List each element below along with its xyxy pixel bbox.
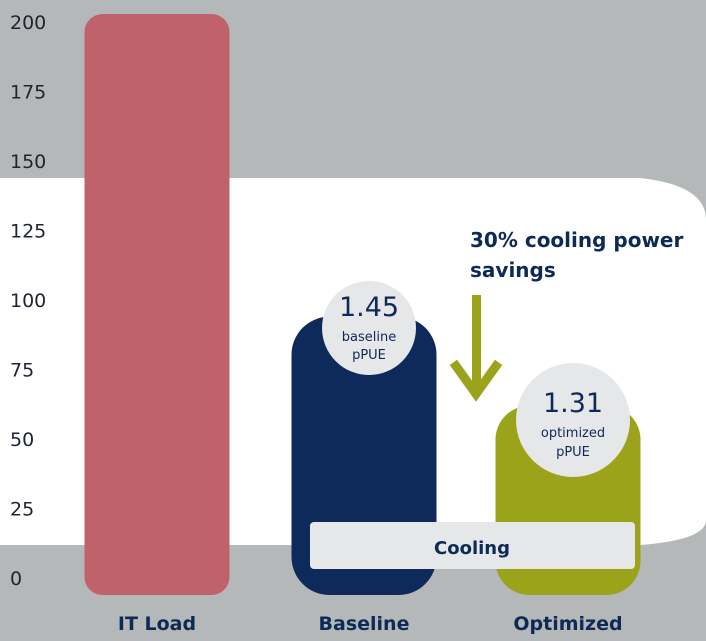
y-tick-label: 0 [10, 568, 22, 590]
baseline-pue-label-line2: pPUE [352, 348, 386, 363]
cooling-band: Cooling [310, 522, 635, 569]
y-tick-label: 50 [10, 429, 34, 451]
cooling-label: Cooling [434, 538, 510, 559]
savings-annotation-line1: 30% cooling power [470, 228, 683, 252]
baseline-pue-badge: 1.45 baseline pPUE [322, 281, 416, 375]
bar-it-load [84, 14, 230, 595]
y-tick-label: 25 [10, 499, 34, 521]
baseline-pue-label-line1: baseline [342, 330, 396, 345]
optimized-pue-value: 1.31 [543, 388, 603, 419]
y-tick-label: 125 [10, 221, 46, 243]
y-tick-label: 75 [10, 360, 34, 382]
x-category-label: IT Load [118, 613, 196, 635]
y-tick-label: 175 [10, 82, 46, 104]
baseline-pue-value: 1.45 [339, 292, 399, 323]
optimized-pue-label-line1: optimized [541, 426, 605, 441]
savings-annotation-line2: savings [470, 258, 556, 282]
down-arrow-icon [449, 295, 503, 402]
optimized-pue-label-line2: pPUE [556, 445, 590, 460]
y-tick-label: 150 [10, 151, 46, 173]
x-axis: IT Load Baseline Optimized [118, 613, 623, 635]
x-category-label: Optimized [513, 613, 622, 635]
y-tick-label: 200 [10, 12, 46, 34]
y-axis: 0 25 50 75 100 125 150 175 200 [10, 12, 46, 590]
y-tick-label: 100 [10, 290, 46, 312]
x-category-label: Baseline [319, 613, 410, 635]
optimized-pue-badge: 1.31 optimized pPUE [516, 363, 630, 477]
